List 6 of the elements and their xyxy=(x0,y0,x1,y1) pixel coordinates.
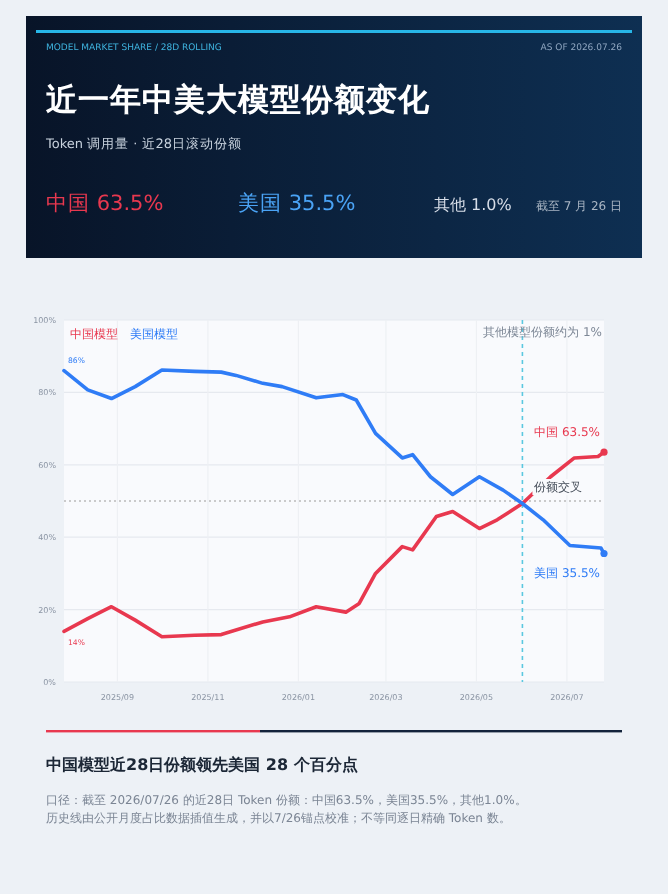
line-series xyxy=(62,448,608,639)
text: 中国 63.5% xyxy=(46,190,164,216)
chart-title: 近一年中美大模型份额变化 xyxy=(44,80,432,118)
text: 其他 1.0% xyxy=(434,196,513,214)
text: 美国 35.5% xyxy=(238,190,356,216)
text: 中国模型近28日份额领先美国 28 个百分点 xyxy=(46,754,358,774)
